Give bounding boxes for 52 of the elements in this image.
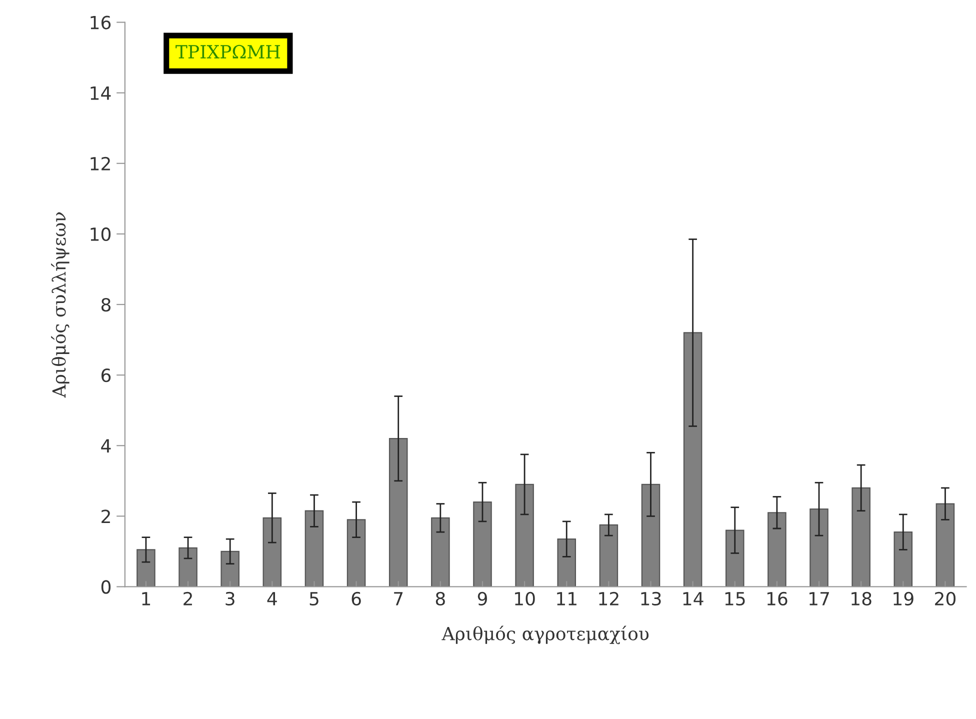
- bar: [599, 524, 618, 587]
- bar: [683, 332, 702, 587]
- y-tick-label: 6: [102, 368, 111, 382]
- y-tick-label: 16: [90, 16, 111, 30]
- bar: [894, 531, 913, 587]
- bar: [810, 508, 828, 587]
- x-tick-label: 4: [267, 592, 277, 606]
- bar: [725, 530, 744, 587]
- bar: [431, 517, 450, 587]
- x-tick-label: 1: [142, 592, 150, 606]
- y-tick-label: 8: [101, 298, 110, 312]
- bar: [220, 550, 240, 587]
- bar: [852, 487, 870, 587]
- x-tick-label: 6: [352, 592, 361, 606]
- bar: [936, 503, 955, 587]
- x-tick-label: 19: [894, 592, 914, 606]
- bar: [346, 519, 366, 587]
- x-tick-label: 18: [852, 592, 872, 606]
- y-tick-label: 4: [101, 439, 111, 452]
- bar: [515, 484, 534, 587]
- x-tick-label: 9: [478, 592, 487, 606]
- bar: [304, 510, 324, 587]
- x-tick-label: 2: [184, 592, 192, 606]
- bar: [178, 547, 198, 587]
- x-tick-label: 12: [599, 592, 618, 606]
- y-tick-label: 0: [101, 580, 111, 594]
- x-tick-label: 11: [557, 592, 576, 606]
- x-axis-title: Αριθμός αγροτεμαχίου: [442, 626, 649, 644]
- bar: [557, 538, 576, 587]
- x-tick-label: 20: [935, 592, 956, 606]
- x-tick-label: 16: [767, 592, 788, 606]
- y-tick-label: 10: [90, 227, 111, 242]
- bar: [768, 512, 786, 587]
- bar: [641, 484, 660, 587]
- bar: [262, 517, 282, 587]
- bar: [388, 438, 408, 587]
- x-tick-label: 17: [810, 592, 829, 606]
- x-tick-label: 8: [436, 592, 445, 606]
- y-tick-label: 14: [90, 86, 111, 100]
- annotation: ΤΡΙΧΡΩΜΗ: [176, 44, 280, 58]
- x-tick-label: 13: [641, 592, 661, 606]
- y-tick-label: 12: [90, 156, 110, 170]
- bar: [473, 501, 492, 587]
- x-tick-label: 3: [226, 592, 234, 606]
- x-tick-label: 10: [515, 592, 535, 606]
- y-tick-label: 2: [102, 510, 110, 524]
- x-tick-label: 7: [394, 592, 403, 606]
- x-tick-label: 14: [683, 592, 704, 606]
- x-tick-label: 5: [310, 592, 318, 606]
- x-tick-label: 15: [725, 592, 745, 606]
- y-axis-title: Αριθμός συλλήψεων: [51, 212, 70, 398]
- bar: [136, 549, 156, 587]
